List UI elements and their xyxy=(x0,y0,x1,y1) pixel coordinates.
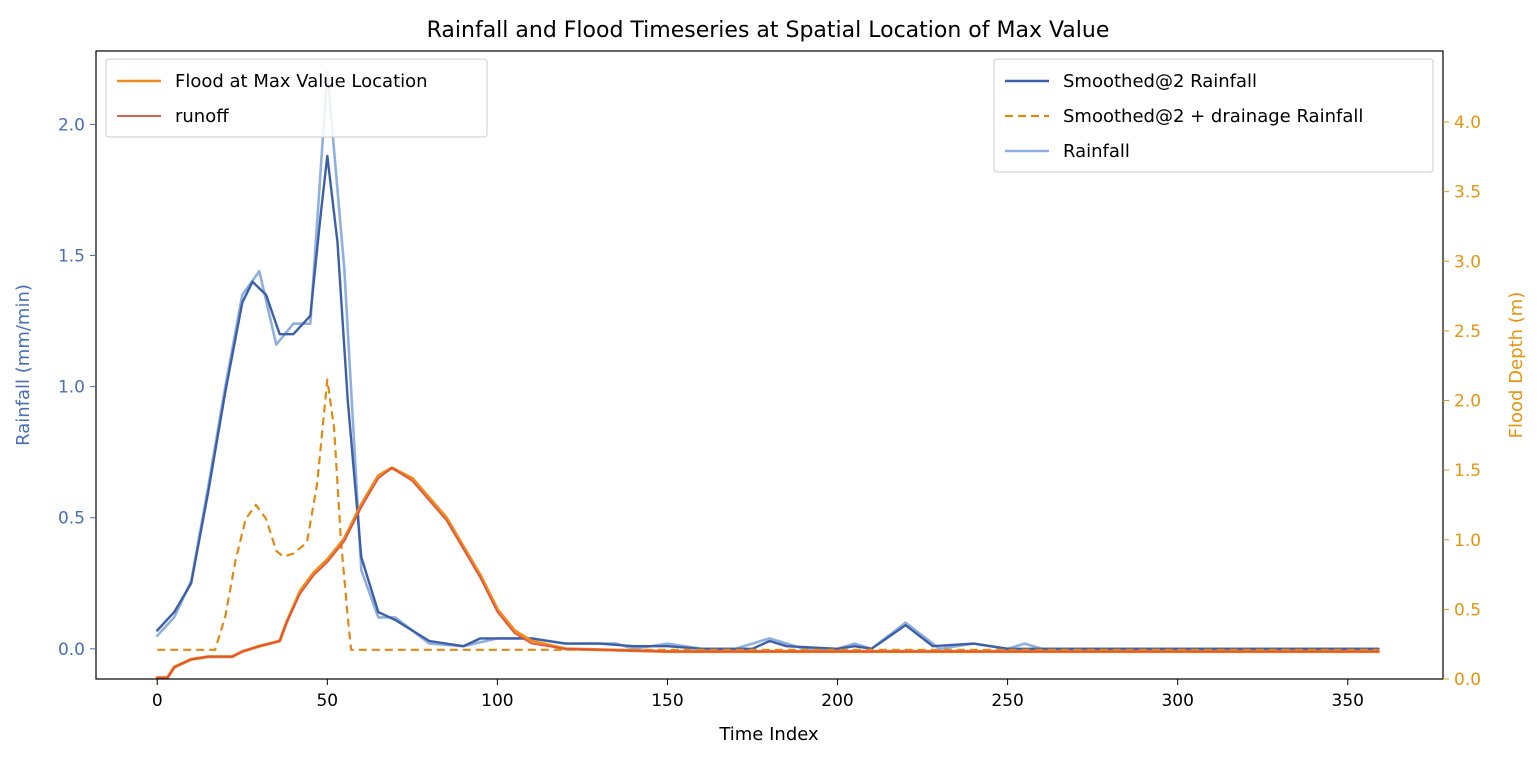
y-axis-right-label: Flood Depth (m) xyxy=(1506,292,1527,439)
x-tick-label: 350 xyxy=(1332,691,1364,711)
y-right-tick-label: 4.0 xyxy=(1454,113,1481,133)
y-right-tick-label: 3.0 xyxy=(1454,252,1481,272)
y-right-tick-label: 2.0 xyxy=(1454,392,1481,412)
x-tick-label: 150 xyxy=(651,691,683,711)
legend-box xyxy=(993,58,1434,173)
legend-label: Rainfall xyxy=(1063,141,1130,162)
y-right-tick-label: 1.0 xyxy=(1454,531,1481,551)
series-line-smoothed-2-drainage-rainfall xyxy=(157,378,1379,651)
legend-label: runoff xyxy=(175,106,229,127)
x-tick-label: 100 xyxy=(481,691,513,711)
plot-frame xyxy=(95,50,1444,680)
y-left-tick-label: 1.0 xyxy=(58,378,85,398)
x-tick-label: 300 xyxy=(1161,691,1193,711)
x-tick-label: 250 xyxy=(991,691,1023,711)
legend-label: Flood at Max Value Location xyxy=(175,71,428,92)
y-right-tick-label: 0.5 xyxy=(1454,600,1481,620)
y-right-tick-label: 3.5 xyxy=(1454,183,1481,203)
y-right-tick-label: 2.5 xyxy=(1454,322,1481,342)
y-left-tick-label: 2.0 xyxy=(58,115,85,135)
y-axis-left-label: Rainfall (mm/min) xyxy=(13,284,34,446)
y-left-tick-label: 1.5 xyxy=(58,247,85,267)
legend-box xyxy=(105,58,488,138)
series-layer xyxy=(155,70,1380,679)
x-tick-label: 0 xyxy=(152,691,163,711)
x-axis: 0 50 100 150 200 250 300 350 xyxy=(152,679,1364,711)
y-right-tick-label: 0.0 xyxy=(1454,670,1481,690)
legend-upper-right: Smoothed@2 Rainfall Smoothed@2 + drainage… xyxy=(993,58,1434,173)
series-line-runoff xyxy=(156,467,1380,679)
x-tick-label: 200 xyxy=(821,691,853,711)
y-left-tick-label: 0.5 xyxy=(58,509,85,529)
y-axis-right: 0.0 0.5 1.0 1.5 2.0 2.5 3.0 3.5 4.0 xyxy=(1443,113,1481,690)
x-axis-label: Time Index xyxy=(718,724,819,745)
x-tick-label: 50 xyxy=(316,691,338,711)
y-left-tick-label: 0.0 xyxy=(58,640,85,660)
y-right-tick-label: 1.5 xyxy=(1454,461,1481,481)
chart-title: Rainfall and Flood Timeseries at Spatial… xyxy=(427,18,1110,43)
y-axis-left: 0.0 0.5 1.0 1.5 2.0 xyxy=(58,115,96,660)
legend-label: Smoothed@2 + drainage Rainfall xyxy=(1063,106,1363,127)
series-line-smoothed-2-rainfall xyxy=(156,154,1380,650)
legend-upper-left: Flood at Max Value Location runoff xyxy=(105,58,488,138)
legend-label: Smoothed@2 Rainfall xyxy=(1063,71,1257,92)
